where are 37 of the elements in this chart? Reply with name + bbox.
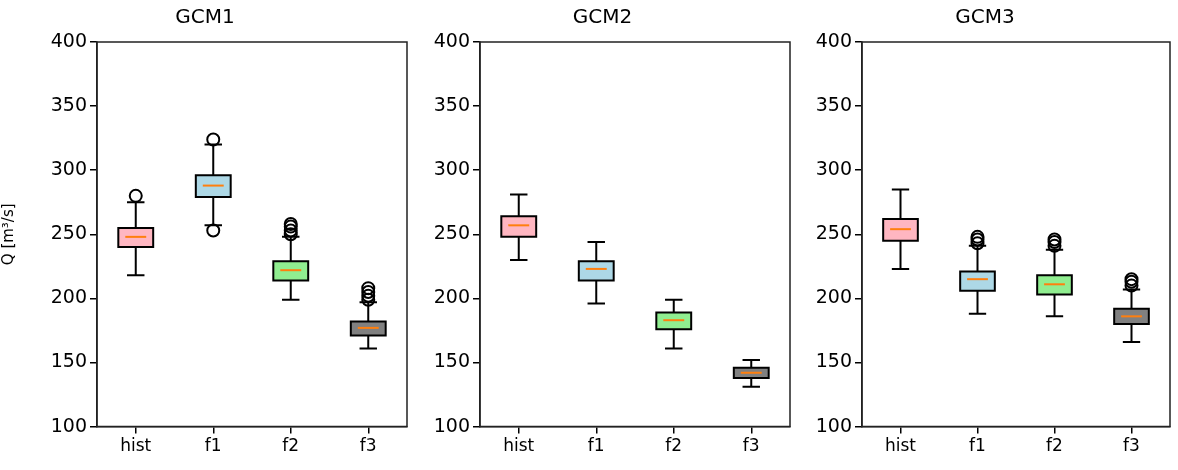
x-tick-label: f2 xyxy=(665,435,683,456)
y-tick-label: 100 xyxy=(50,413,87,436)
x-tick-label: f2 xyxy=(282,435,300,456)
x-tick-label: hist xyxy=(884,435,917,456)
y-tick-label: 250 xyxy=(433,221,470,244)
y-tick-label: 300 xyxy=(433,157,470,180)
y-tick-label: 200 xyxy=(433,285,470,308)
y-tick-label: 250 xyxy=(50,221,87,244)
y-axis-title: Q [m³/s] xyxy=(0,203,17,266)
y-tick-label: 350 xyxy=(433,93,470,116)
y-tick-label: 300 xyxy=(50,157,87,180)
y-tick-label: 300 xyxy=(815,157,852,180)
x-tick-label: f1 xyxy=(969,435,986,456)
x-tick-label: hist xyxy=(503,435,535,456)
y-tick-label: 200 xyxy=(50,285,87,308)
chart-title: GCM2 xyxy=(572,4,633,29)
chart-title: GCM3 xyxy=(955,4,1015,29)
x-tick-label: hist xyxy=(120,435,152,456)
x-tick-label: f1 xyxy=(587,435,605,456)
y-tick-label: 100 xyxy=(433,413,470,436)
x-tick-label: f3 xyxy=(1123,435,1140,456)
x-tick-label: f3 xyxy=(742,435,760,456)
y-tick-label: 100 xyxy=(815,413,852,436)
y-tick-label: 350 xyxy=(50,93,87,116)
x-tick-label: f1 xyxy=(204,435,222,456)
y-tick-label: 200 xyxy=(815,285,852,308)
x-tick-label: f3 xyxy=(359,435,377,456)
y-tick-label: 350 xyxy=(815,93,852,116)
y-tick-label: 250 xyxy=(815,221,852,244)
x-tick-label: f2 xyxy=(1046,435,1063,456)
y-tick-label: 400 xyxy=(815,28,852,51)
chart-title: GCM1 xyxy=(175,4,235,29)
y-tick-label: 400 xyxy=(50,28,87,51)
y-tick-label: 150 xyxy=(815,349,852,372)
y-tick-label: 150 xyxy=(50,349,87,372)
y-tick-label: 150 xyxy=(433,349,470,372)
y-tick-label: 400 xyxy=(433,28,470,51)
